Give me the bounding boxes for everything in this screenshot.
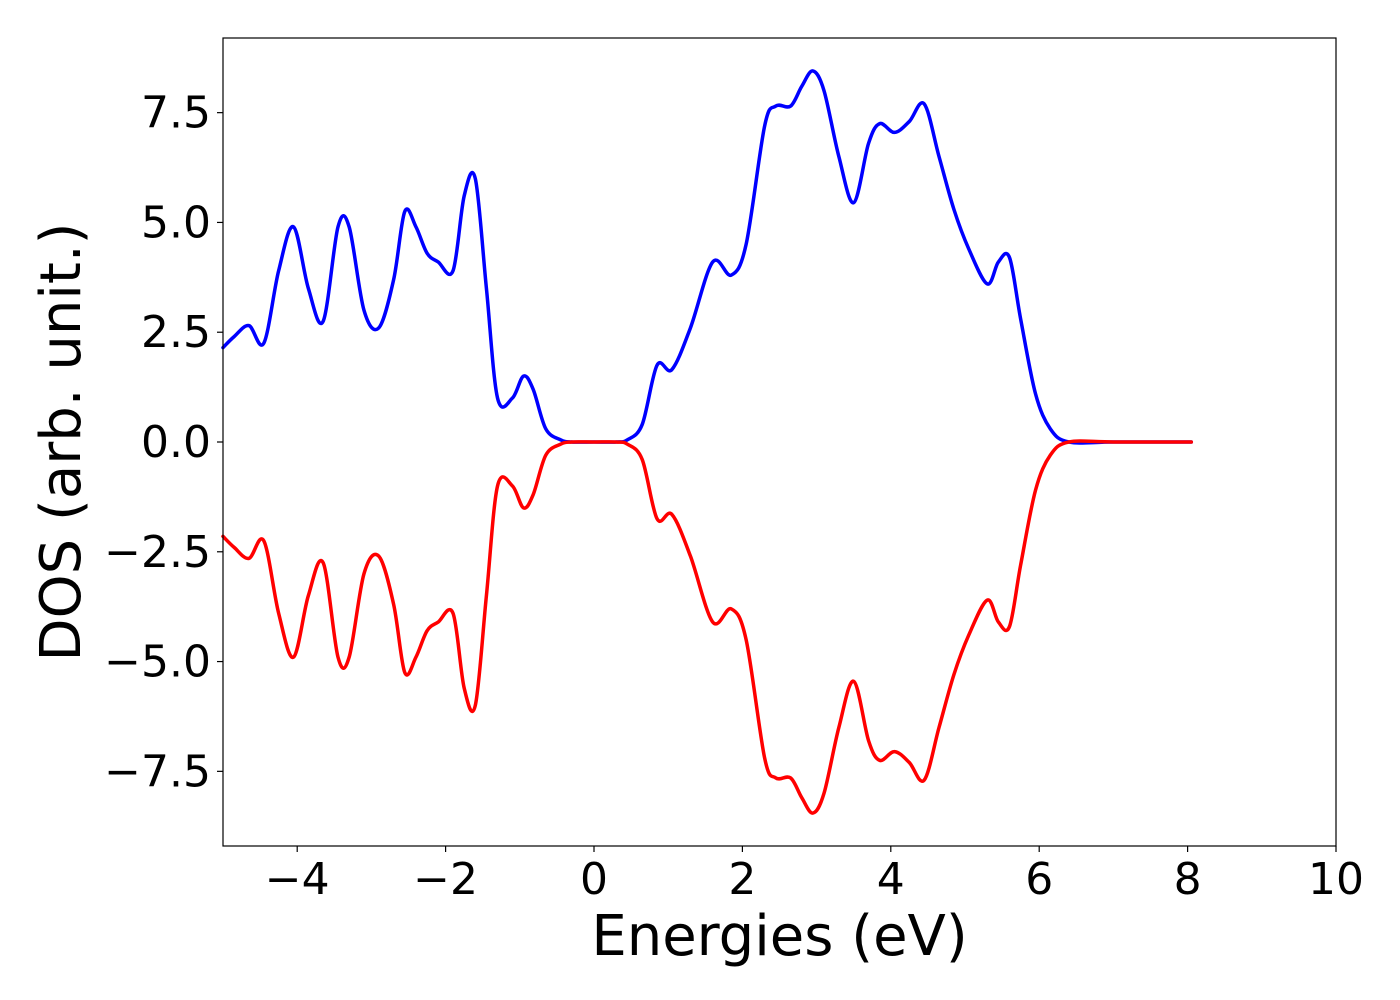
- y-tick-label: 0.0: [141, 417, 211, 468]
- x-tick-label: 6: [1025, 854, 1053, 905]
- y-axis-ticks: 7.5 5.0 2.5 0.0 −2.5 −5.0 −7.5: [104, 88, 223, 797]
- y-tick-label: 5.0: [141, 197, 211, 248]
- y-tick-label: 7.5: [141, 88, 211, 139]
- x-tick-label: 10: [1308, 854, 1364, 905]
- x-axis-label: Energies (eV): [591, 904, 967, 969]
- series-layer: [221, 69, 1194, 815]
- y-tick-label: −2.5: [104, 527, 211, 578]
- series-line-red: [221, 439, 1194, 815]
- x-tick-label: 4: [877, 854, 905, 905]
- y-axis-label: DOS (arb. unit.): [29, 222, 94, 661]
- x-tick-label: 8: [1174, 854, 1202, 905]
- x-tick-label: −2: [413, 854, 478, 905]
- x-tick-label: −4: [265, 854, 330, 905]
- series-line-blue: [221, 69, 1194, 445]
- y-tick-label: 2.5: [141, 307, 211, 358]
- x-axis-ticks: −4 −2 0 2 4 6 8 10: [265, 846, 1364, 905]
- y-tick-label: −7.5: [104, 746, 211, 797]
- x-tick-label: 2: [728, 854, 756, 905]
- x-tick-label: 0: [580, 854, 608, 905]
- y-tick-label: −5.0: [104, 637, 211, 688]
